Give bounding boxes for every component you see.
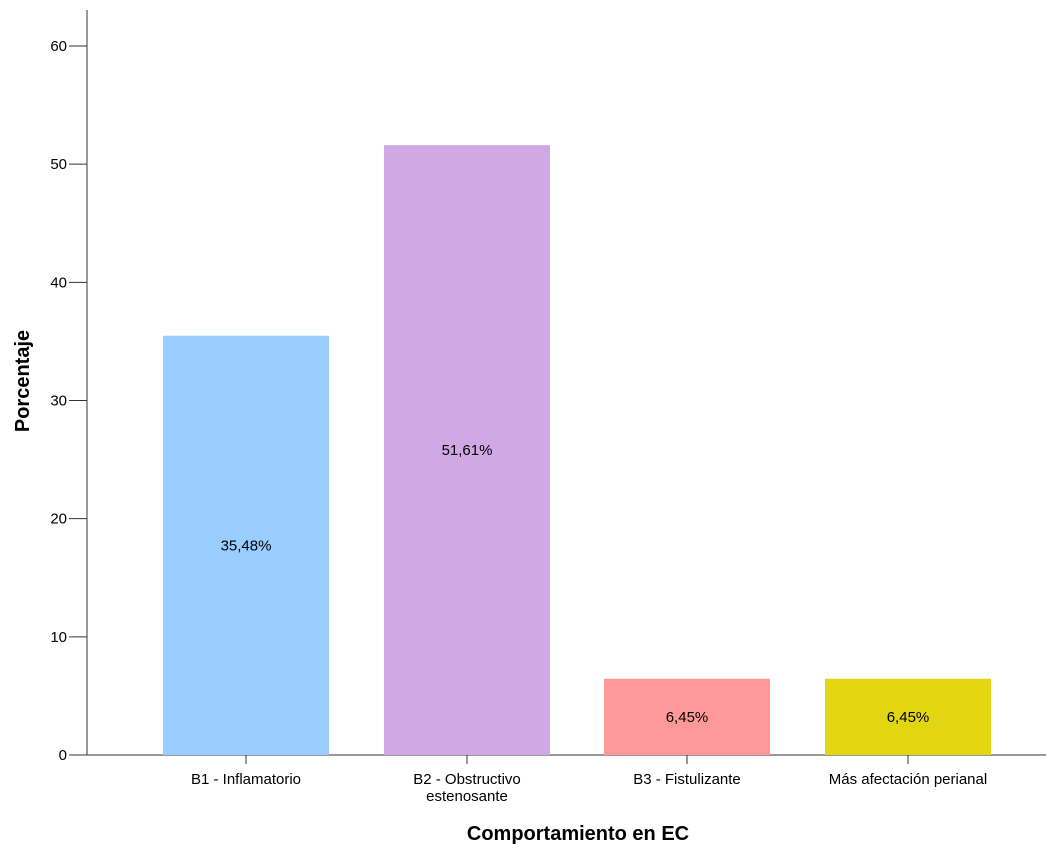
x-tick-label: Más afectación perianal: [829, 771, 987, 788]
x-tick-label: B2 - Obstructivo estenosante: [413, 771, 521, 805]
x-tick-label: B3 - Fistulizante: [633, 771, 741, 788]
bar: [604, 678, 770, 755]
bar: [384, 145, 550, 755]
y-tick-label: 50: [50, 156, 67, 173]
bars: [163, 145, 991, 755]
y-tick-label: 10: [50, 629, 67, 646]
data-label: 6,45%: [666, 709, 709, 726]
y-tick-label: 30: [50, 393, 67, 410]
y-tick-label: 40: [50, 274, 67, 291]
data-label: 6,45%: [887, 709, 930, 726]
y-axis-title: Porcentaje: [12, 330, 34, 432]
y-tick-label: 20: [50, 511, 67, 528]
labels: 35,48% B1 - Inflamatorio 51,61% B2 - Obstru…: [191, 442, 987, 805]
y-tick-label: 60: [50, 38, 67, 55]
data-label: 51,61%: [442, 442, 493, 459]
bar: [825, 678, 991, 755]
x-axis-title: Comportamiento en EC: [467, 823, 689, 845]
data-label: 35,48%: [221, 537, 272, 554]
x-tick-label: B1 - Inflamatorio: [191, 771, 301, 788]
y-tick-label: 0: [59, 747, 67, 764]
bar: [163, 335, 329, 755]
